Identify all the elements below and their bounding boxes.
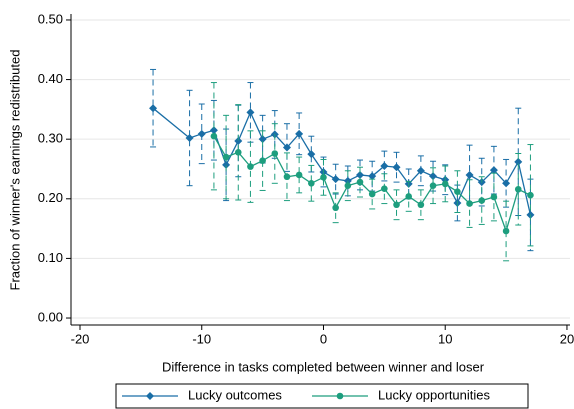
data-point <box>209 126 218 135</box>
legend-marker <box>336 392 344 400</box>
data-point <box>149 104 158 113</box>
data-point <box>514 185 522 193</box>
data-point <box>454 188 461 195</box>
data-point <box>332 204 339 212</box>
y-tick-label: 0.20 <box>38 190 63 205</box>
data-point <box>490 193 498 201</box>
data-point <box>405 193 412 200</box>
data-point <box>258 135 267 144</box>
data-point <box>197 129 206 138</box>
data-point <box>429 182 437 189</box>
data-point <box>259 157 266 164</box>
x-tick-label: -10 <box>192 331 211 346</box>
data-point <box>234 149 242 156</box>
data-point <box>210 132 218 140</box>
data-point <box>282 143 291 152</box>
data-point <box>320 174 327 181</box>
data-point <box>478 197 486 204</box>
data-point <box>308 180 315 187</box>
data-point <box>368 172 377 181</box>
data-point <box>416 166 425 175</box>
y-tick-label: 0.30 <box>38 131 63 146</box>
data-point <box>466 200 473 207</box>
data-point <box>502 227 510 235</box>
data-point <box>222 160 231 169</box>
data-point <box>295 171 303 179</box>
data-point <box>393 201 400 209</box>
x-axis-label: Difference in tasks completed between wi… <box>162 359 485 374</box>
y-tick-label: 0.00 <box>38 309 63 324</box>
x-tick-label: -20 <box>71 331 90 346</box>
data-point <box>392 163 401 172</box>
x-tick-label: 0 <box>320 331 327 346</box>
data-point <box>331 175 340 184</box>
data-point <box>429 172 438 181</box>
legend-box <box>115 383 529 409</box>
data-point <box>465 170 474 179</box>
data-point <box>527 191 534 199</box>
data-point <box>307 150 316 159</box>
data-point <box>222 153 230 161</box>
data-point <box>246 108 255 117</box>
legend-marker <box>146 392 154 400</box>
y-tick-label: 0.50 <box>38 11 63 26</box>
data-point <box>514 157 523 166</box>
data-point <box>271 150 279 157</box>
data-point <box>502 179 511 188</box>
legend-label: Lucky opportunities <box>378 387 491 402</box>
data-point <box>380 162 389 171</box>
y-axis-label: Fraction of winner's earnings redistribu… <box>7 50 22 291</box>
data-point <box>441 180 449 188</box>
data-point <box>234 136 243 145</box>
data-point <box>356 178 364 186</box>
data-point <box>185 133 194 142</box>
x-tick-label: 20 <box>560 331 574 346</box>
data-point <box>356 170 365 179</box>
data-point <box>417 201 425 209</box>
y-tick-label: 0.10 <box>38 250 63 265</box>
data-point <box>489 166 498 175</box>
data-point <box>381 185 388 192</box>
x-tick-label: 10 <box>438 331 452 346</box>
data-point <box>344 182 352 189</box>
y-tick-label: 0.40 <box>38 71 63 86</box>
data-point <box>295 129 304 138</box>
data-point <box>368 190 376 198</box>
data-point <box>247 163 254 170</box>
legend-label: Lucky outcomes <box>188 387 282 402</box>
data-point <box>283 173 291 181</box>
